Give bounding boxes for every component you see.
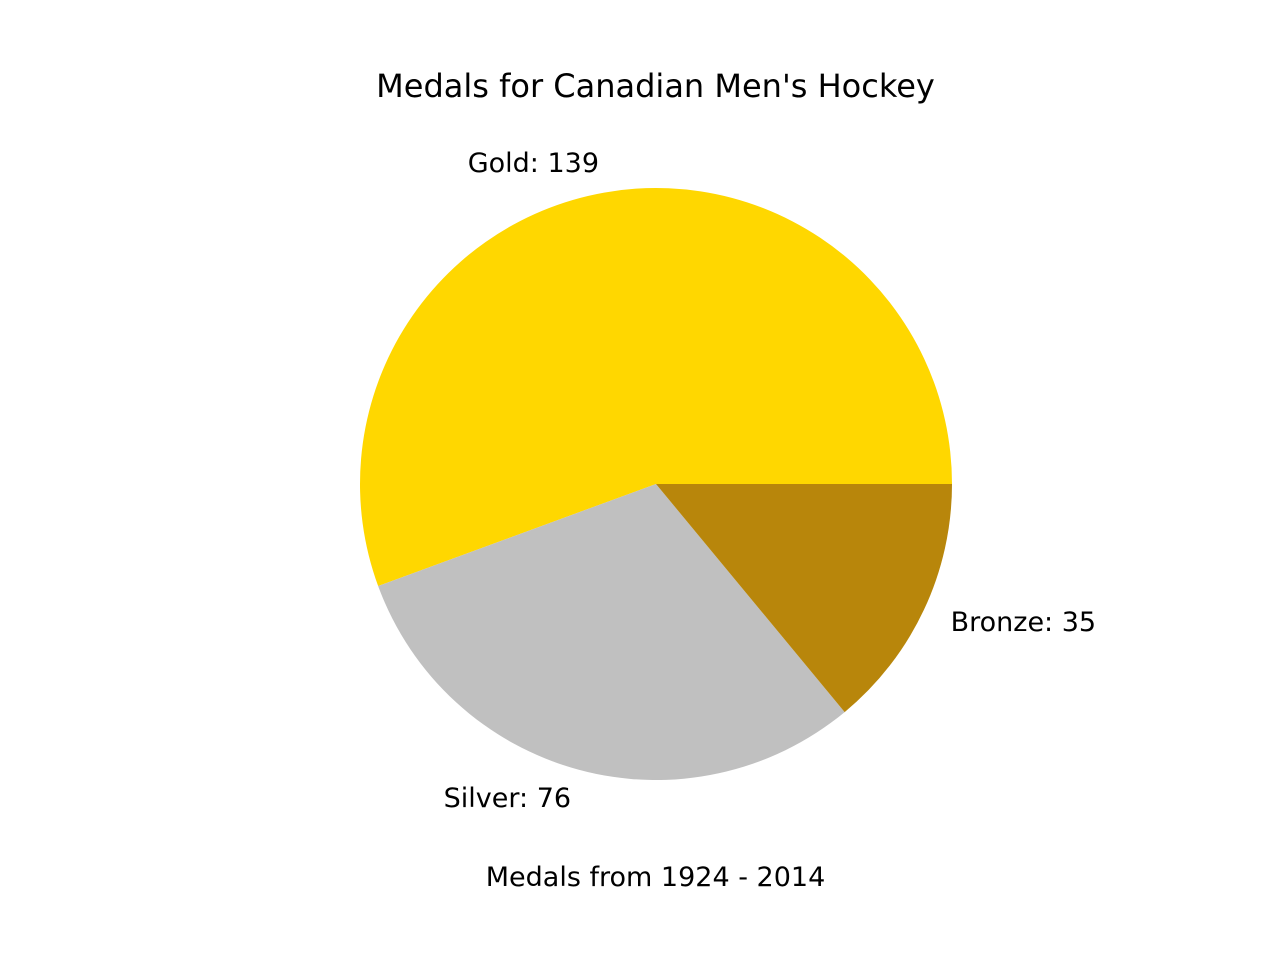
pie-slice-gold bbox=[359, 188, 952, 587]
chart-xlabel: Medals from 1924 - 2014 bbox=[485, 862, 826, 893]
pie-slice-bronze bbox=[656, 484, 952, 713]
pie-slice-silver bbox=[378, 484, 845, 781]
pie-slices bbox=[359, 188, 952, 781]
pie-labels: Gold: 139 Silver: 76 Bronze: 35 bbox=[444, 148, 1096, 814]
pie-label-silver: Silver: 76 bbox=[444, 783, 571, 814]
chart-title: Medals for Canadian Men's Hockey bbox=[376, 67, 935, 105]
pie-label-gold: Gold: 139 bbox=[468, 148, 599, 179]
pie-label-bronze: Bronze: 35 bbox=[951, 607, 1096, 638]
